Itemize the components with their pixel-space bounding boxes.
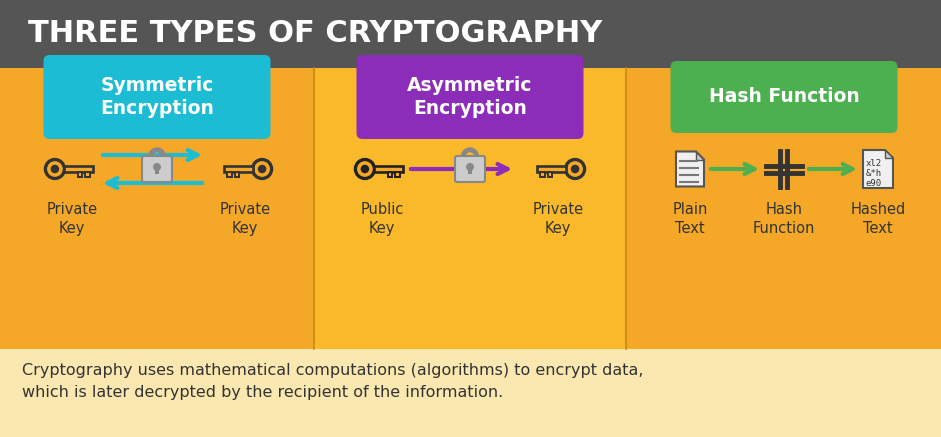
Text: Hash Function: Hash Function: [709, 87, 859, 107]
Circle shape: [566, 160, 584, 178]
Polygon shape: [885, 150, 893, 158]
Text: Symmetric
Encryption: Symmetric Encryption: [100, 76, 214, 118]
Text: THREE TYPES OF CRYPTOGRAPHY: THREE TYPES OF CRYPTOGRAPHY: [28, 20, 602, 49]
Bar: [227, 172, 231, 177]
Bar: [234, 172, 239, 177]
Bar: [548, 172, 552, 177]
Bar: [468, 167, 472, 174]
Text: &*h: &*h: [866, 169, 882, 178]
Bar: [537, 166, 566, 172]
Text: Cryptography uses mathematical computations (algorithms) to encrypt data,: Cryptography uses mathematical computati…: [22, 363, 644, 378]
Text: Hashed
Text: Hashed Text: [851, 202, 905, 236]
Bar: [0, 0, 941, 68]
Bar: [0, 349, 941, 437]
Circle shape: [252, 160, 272, 178]
Polygon shape: [676, 152, 704, 187]
Bar: [224, 166, 252, 172]
Bar: [375, 166, 403, 172]
Polygon shape: [863, 150, 893, 188]
FancyBboxPatch shape: [455, 156, 485, 182]
Circle shape: [360, 165, 369, 173]
FancyBboxPatch shape: [142, 156, 172, 182]
Bar: [388, 172, 392, 177]
Text: Plain
Text: Plain Text: [672, 202, 708, 236]
Text: Asymmetric
Encryption: Asymmetric Encryption: [407, 76, 533, 118]
Text: Hash
Function: Hash Function: [753, 202, 815, 236]
Circle shape: [258, 165, 266, 173]
Text: e90: e90: [866, 179, 882, 188]
Bar: [64, 166, 93, 172]
Bar: [155, 167, 159, 174]
Text: xl2: xl2: [866, 159, 882, 168]
Bar: [540, 172, 545, 177]
FancyBboxPatch shape: [43, 55, 270, 139]
Bar: [86, 172, 90, 177]
Text: Private
Key: Private Key: [46, 202, 98, 236]
Polygon shape: [696, 152, 704, 160]
Bar: [395, 172, 400, 177]
Circle shape: [51, 165, 59, 173]
Text: Public
Key: Public Key: [360, 202, 404, 236]
FancyBboxPatch shape: [671, 61, 898, 133]
Bar: [78, 172, 83, 177]
Circle shape: [356, 160, 375, 178]
Text: Private
Key: Private Key: [219, 202, 271, 236]
Circle shape: [466, 163, 474, 171]
Text: which is later decrypted by the recipient of the information.: which is later decrypted by the recipien…: [22, 385, 503, 400]
Text: Private
Key: Private Key: [533, 202, 583, 236]
Circle shape: [571, 165, 580, 173]
Circle shape: [153, 163, 161, 171]
Bar: [314, 68, 626, 349]
Circle shape: [45, 160, 64, 178]
FancyBboxPatch shape: [357, 55, 583, 139]
